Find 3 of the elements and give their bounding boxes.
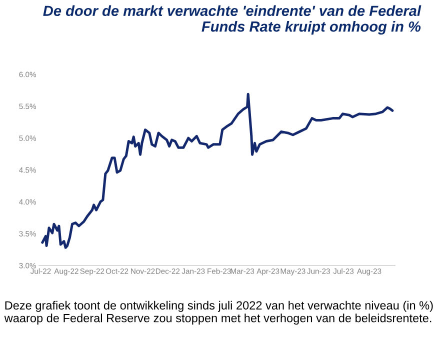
text: Deze grafiek toont de ontwikkeling sinds juli 2022 van het verwachte niveau (in %) waarop de Federal Reserve zou stoppen met het verhogen van de beleidsrentete. [4,300,433,325]
chart-title: De door de markt verwachte 'eindrente' van de Federal Funds Rate kruipt omhoog in % [43,5,422,35]
line-series [41,92,394,249]
